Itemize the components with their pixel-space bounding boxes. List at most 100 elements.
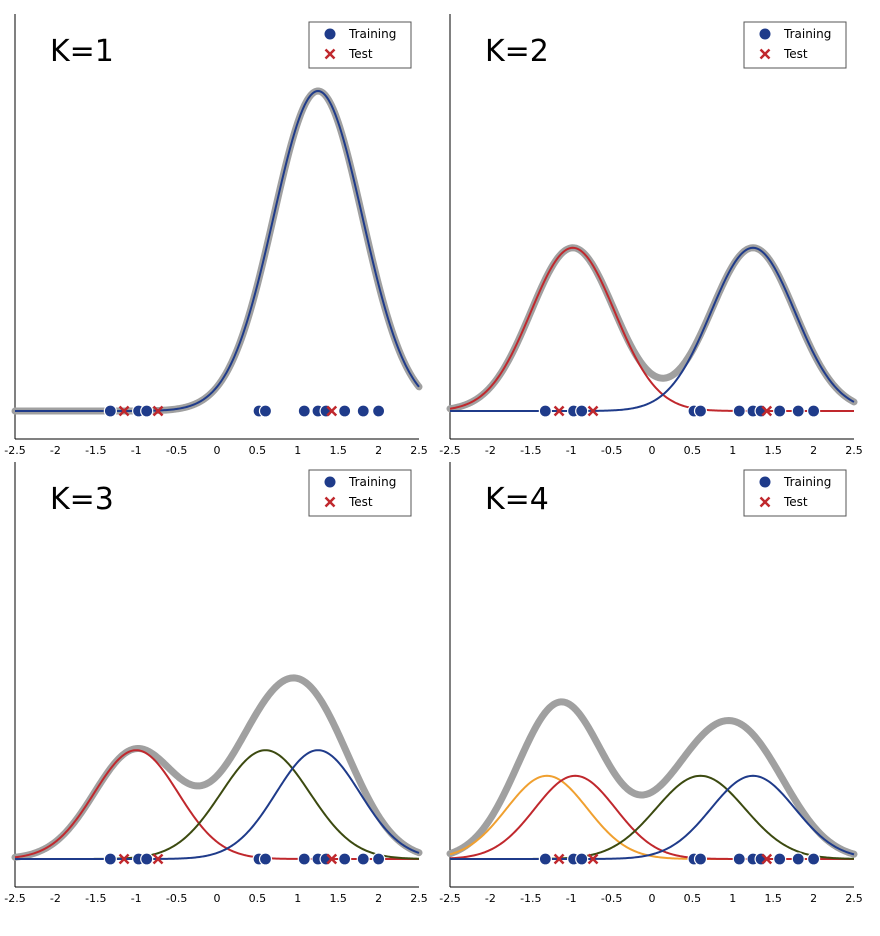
training-point: [732, 404, 746, 418]
legend-training-marker: [324, 476, 336, 488]
x-tick-label: 2: [375, 444, 382, 457]
test-point: [761, 853, 773, 865]
x-tick-label: 2: [810, 444, 817, 457]
legend-training-label: Training: [783, 27, 831, 41]
x-tick-label: 1: [294, 892, 301, 905]
training-point: [773, 404, 787, 418]
training-point: [338, 404, 352, 418]
training-point: [806, 404, 821, 418]
x-tick-label: 0.5: [249, 892, 267, 905]
component-curve-1: [449, 246, 854, 412]
panel-title: K=4: [485, 482, 549, 517]
training-point: [693, 852, 708, 866]
x-tick-label: -2.5: [439, 892, 460, 905]
training-point: [538, 852, 552, 866]
training-point: [575, 852, 589, 866]
x-tick-label: -2: [485, 892, 496, 905]
test-point: [118, 405, 130, 417]
x-tick-label: -2.5: [4, 892, 25, 905]
training-point: [338, 852, 352, 866]
x-tick-label: -1.5: [520, 892, 541, 905]
legend-test-label: Test: [348, 47, 373, 61]
training-point: [732, 852, 746, 866]
x-tick-label: 1: [294, 444, 301, 457]
training-point: [140, 404, 154, 418]
training-point: [372, 852, 386, 866]
legend-test-marker: [324, 496, 336, 508]
x-tick-label: 1.5: [329, 892, 347, 905]
x-tick-label: -1: [131, 892, 142, 905]
x-tick-label: 0: [649, 444, 656, 457]
training-point: [258, 404, 273, 418]
x-tick-label: -2.5: [4, 444, 25, 457]
x-tick-label: -0.5: [166, 444, 187, 457]
training-point: [103, 852, 117, 866]
legend-test-marker: [324, 48, 336, 60]
x-tick-label: -1.5: [85, 444, 106, 457]
panel-title: K=1: [50, 34, 114, 69]
component-curve-2: [450, 246, 855, 412]
x-tick-label: 2.5: [845, 892, 863, 905]
x-tick-label: 0.5: [249, 444, 267, 457]
training-point: [538, 404, 552, 418]
test-point: [587, 853, 599, 865]
x-tick-label: 2.5: [845, 444, 863, 457]
x-tick-label: -1.5: [85, 892, 106, 905]
legend-training-marker: [324, 28, 336, 40]
legend-test-marker: [759, 48, 771, 60]
legend-test-label: Test: [348, 495, 373, 509]
mixture-curve: [11, 87, 423, 415]
legend-box: [308, 469, 412, 517]
training-point: [297, 852, 311, 866]
x-tick-label: -0.5: [601, 444, 622, 457]
training-point: [806, 852, 821, 866]
legend-test-label: Test: [783, 47, 808, 61]
x-tick-label: 2.5: [410, 892, 428, 905]
test-point: [152, 405, 164, 417]
test-point: [587, 405, 599, 417]
component-curve-1: [14, 749, 419, 860]
training-point: [356, 404, 370, 418]
training-point: [575, 404, 589, 418]
test-point: [118, 853, 130, 865]
legend-training-marker: [759, 28, 771, 40]
x-tick-label: 2.5: [410, 444, 428, 457]
training-point: [372, 404, 386, 418]
legend-test-marker: [759, 496, 771, 508]
x-tick-label: -1.5: [520, 444, 541, 457]
component-curve-4: [450, 774, 855, 860]
x-tick-label: -1: [131, 444, 142, 457]
legend: Training Test: [308, 21, 412, 69]
test-point: [152, 853, 164, 865]
x-tick-label: 1: [729, 444, 736, 457]
legend-test-label: Test: [783, 495, 808, 509]
training-point: [297, 404, 311, 418]
mixture-curve: [446, 698, 858, 858]
x-tick-label: -1: [566, 892, 577, 905]
x-tick-label: 1.5: [329, 444, 347, 457]
x-tick-label: 1: [729, 892, 736, 905]
x-tick-label: 1.5: [764, 892, 782, 905]
x-tick-label: -2.5: [439, 444, 460, 457]
test-point: [326, 405, 338, 417]
training-point: [773, 852, 787, 866]
test-point: [553, 853, 565, 865]
legend: Training Test: [308, 469, 412, 517]
test-point: [326, 853, 338, 865]
x-tick-label: -1: [566, 444, 577, 457]
x-tick-label: 0.5: [684, 444, 702, 457]
x-tick-label: 2: [375, 892, 382, 905]
legend: Training Test: [743, 21, 847, 69]
mixture-curve: [11, 674, 423, 861]
panel-k4: -2.5 -2 -1.5 -1 -0.5 0 0.5 1 1.5 2 2.5K=4 TrainingT…: [439, 462, 863, 905]
panel-title: K=3: [50, 482, 114, 517]
component-curve-3: [15, 749, 420, 860]
x-tick-label: 0.5: [684, 892, 702, 905]
x-tick-label: 1.5: [764, 444, 782, 457]
legend-box: [743, 469, 847, 517]
component-curve-1: [15, 89, 420, 412]
x-tick-label: -2: [50, 892, 61, 905]
training-point: [791, 404, 805, 418]
legend-training-label: Training: [348, 27, 396, 41]
